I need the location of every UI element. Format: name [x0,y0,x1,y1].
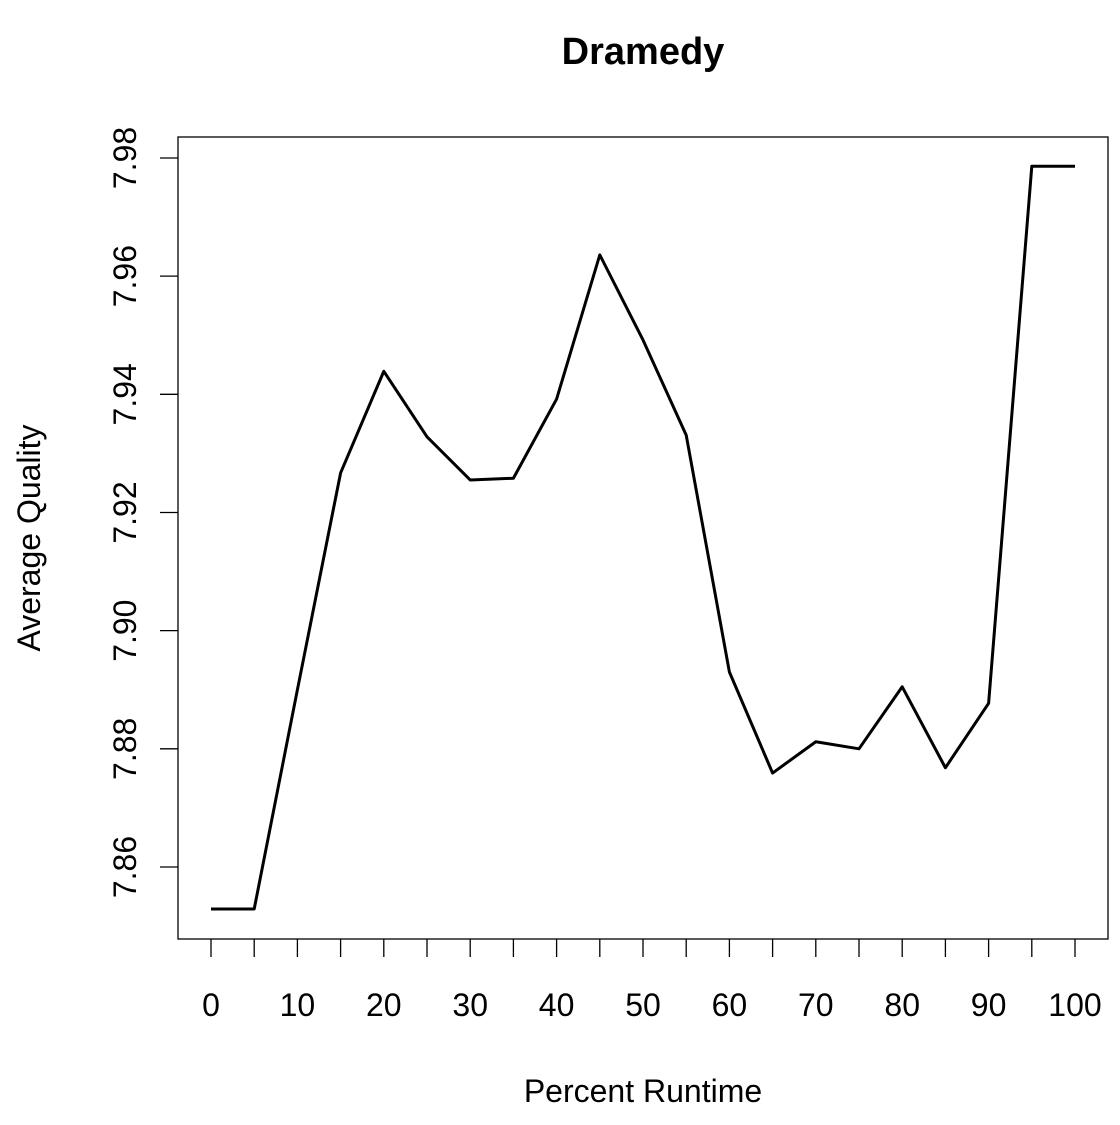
x-tick-label: 80 [884,987,920,1023]
y-tick-label: 7.96 [107,245,143,307]
x-tick-label: 90 [971,987,1007,1023]
x-tick-label: 0 [202,987,220,1023]
y-axis: 7.86 7.88 7.90 7.92 7.94 7.96 7.98 [107,127,178,898]
y-tick-label: 7.92 [107,481,143,543]
y-tick-label: 7.98 [107,127,143,189]
x-tick-label: 50 [625,987,661,1023]
x-axis-label: Percent Runtime [524,1073,762,1109]
x-axis: 0 10 20 30 40 50 60 70 80 90 100 [202,939,1102,1023]
x-tick-label: 60 [712,987,748,1023]
y-tick-label: 7.90 [107,600,143,662]
x-tick-label: 20 [366,987,402,1023]
y-axis-label: Average Quality [11,424,47,651]
y-tick-label: 7.88 [107,718,143,780]
x-tick-label: 30 [452,987,488,1023]
plot-frame [177,136,1109,940]
x-tick-label: 70 [798,987,834,1023]
series-line [211,164,1075,911]
x-tick-label: 100 [1048,987,1101,1023]
x-tick-label: 10 [280,987,316,1023]
chart-title: Dramedy [562,31,725,73]
y-tick-label: 7.94 [107,363,143,425]
y-tick-label: 7.86 [107,836,143,898]
x-tick-label: 40 [539,987,575,1023]
